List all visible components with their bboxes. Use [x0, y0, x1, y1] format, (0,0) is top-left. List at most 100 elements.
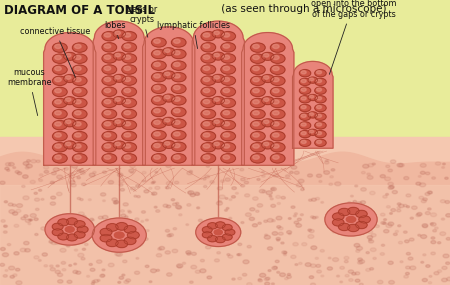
Circle shape	[201, 54, 216, 63]
Circle shape	[431, 223, 436, 226]
Circle shape	[229, 199, 232, 201]
Circle shape	[229, 217, 232, 219]
Circle shape	[343, 233, 347, 236]
Circle shape	[117, 173, 123, 177]
Circle shape	[141, 211, 145, 213]
Circle shape	[299, 78, 310, 85]
Circle shape	[30, 219, 33, 221]
Circle shape	[64, 167, 68, 170]
Circle shape	[176, 202, 179, 204]
Circle shape	[12, 212, 18, 215]
Circle shape	[52, 229, 63, 236]
Circle shape	[291, 255, 296, 258]
Circle shape	[154, 109, 160, 113]
Circle shape	[321, 275, 324, 277]
Circle shape	[419, 183, 426, 187]
Circle shape	[284, 254, 287, 256]
Circle shape	[256, 210, 259, 212]
Circle shape	[210, 181, 214, 183]
Circle shape	[34, 218, 38, 221]
Circle shape	[89, 222, 92, 224]
Circle shape	[337, 225, 342, 229]
Circle shape	[106, 224, 118, 231]
Circle shape	[53, 154, 67, 163]
Circle shape	[241, 178, 245, 181]
Circle shape	[220, 225, 223, 227]
Circle shape	[212, 119, 225, 127]
Circle shape	[221, 98, 235, 107]
Circle shape	[277, 239, 280, 241]
Circle shape	[270, 76, 285, 85]
Circle shape	[194, 192, 199, 195]
Circle shape	[39, 174, 43, 176]
Circle shape	[155, 171, 157, 173]
Circle shape	[340, 281, 342, 283]
Circle shape	[222, 224, 232, 231]
Circle shape	[99, 163, 102, 165]
Circle shape	[136, 185, 140, 188]
Circle shape	[405, 272, 410, 275]
Circle shape	[9, 209, 15, 213]
Circle shape	[252, 197, 258, 200]
Circle shape	[154, 51, 160, 55]
Circle shape	[356, 246, 363, 250]
Circle shape	[207, 223, 217, 229]
Circle shape	[186, 251, 191, 254]
Circle shape	[271, 187, 276, 191]
Circle shape	[201, 87, 216, 96]
Circle shape	[92, 219, 94, 221]
Circle shape	[221, 109, 235, 119]
Circle shape	[264, 220, 268, 223]
Circle shape	[316, 105, 322, 109]
Circle shape	[122, 274, 125, 276]
Circle shape	[174, 109, 180, 113]
Circle shape	[104, 33, 111, 37]
Circle shape	[261, 141, 274, 149]
Circle shape	[251, 109, 265, 119]
Circle shape	[111, 223, 114, 225]
Circle shape	[174, 39, 180, 43]
Circle shape	[212, 52, 225, 60]
Text: connective tissue: connective tissue	[20, 27, 90, 77]
Circle shape	[102, 76, 117, 85]
Circle shape	[234, 231, 237, 232]
Circle shape	[102, 32, 117, 41]
Circle shape	[273, 111, 279, 115]
Circle shape	[103, 171, 107, 174]
Circle shape	[65, 54, 71, 57]
Circle shape	[152, 107, 166, 117]
Circle shape	[310, 95, 314, 98]
Circle shape	[266, 277, 270, 280]
Circle shape	[261, 97, 274, 105]
Circle shape	[50, 232, 56, 235]
Circle shape	[164, 72, 170, 76]
Circle shape	[5, 162, 11, 166]
Circle shape	[72, 109, 87, 119]
Circle shape	[65, 76, 71, 79]
Circle shape	[76, 271, 81, 274]
Circle shape	[174, 155, 180, 159]
Circle shape	[395, 230, 399, 233]
Circle shape	[437, 242, 441, 244]
Circle shape	[1, 220, 5, 222]
Circle shape	[311, 198, 316, 201]
Circle shape	[27, 160, 31, 162]
Circle shape	[65, 98, 71, 101]
Circle shape	[258, 279, 262, 282]
Circle shape	[270, 98, 285, 108]
Circle shape	[386, 194, 388, 195]
Circle shape	[164, 142, 170, 145]
Circle shape	[34, 256, 39, 259]
Circle shape	[437, 270, 441, 272]
Circle shape	[214, 142, 220, 146]
Circle shape	[410, 217, 414, 219]
Circle shape	[117, 239, 120, 241]
Circle shape	[69, 264, 72, 266]
Circle shape	[23, 196, 29, 200]
Circle shape	[156, 269, 159, 271]
Circle shape	[75, 111, 81, 115]
Circle shape	[221, 32, 235, 41]
Circle shape	[122, 98, 136, 107]
Circle shape	[201, 131, 216, 141]
Circle shape	[124, 78, 130, 82]
